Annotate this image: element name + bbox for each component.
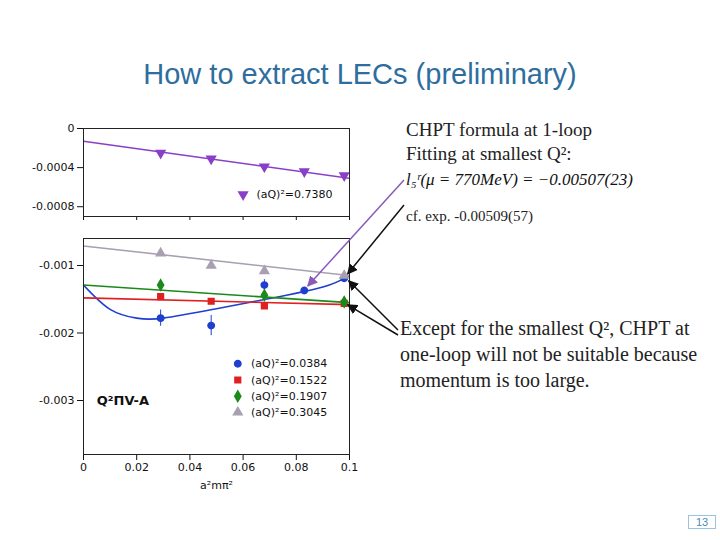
html-text:cf. exp. -0.00509(57): cf. exp. -0.00509(57): [406, 208, 533, 224]
svg-text:0.1: 0.1: [341, 461, 359, 474]
svg-text:-0.0008: -0.0008: [32, 200, 74, 213]
html-text:13: 13: [695, 516, 709, 528]
html-text:How to extract LECs (prelimina: How to extract LECs (preliminary): [143, 58, 577, 90]
svg-text:0.04: 0.04: [178, 461, 203, 474]
svg-text:(aQ)²=0.1522: (aQ)²=0.1522: [251, 374, 327, 387]
svg-text:-0.001: -0.001: [39, 259, 74, 272]
html-text:Except for the smallest Q², CH: Except for the smallest Q², CHPT at one-…: [400, 317, 698, 391]
svg-text:a²mπ²: a²mπ²: [200, 479, 233, 492]
svg-text:0: 0: [68, 122, 75, 135]
svg-text:0.06: 0.06: [231, 461, 256, 474]
svg-text:(aQ)²=0.7380: (aQ)²=0.7380: [256, 188, 332, 201]
svg-text:-0.003: -0.003: [39, 394, 74, 407]
svg-text:-0.002: -0.002: [39, 327, 74, 340]
svg-text:0.08: 0.08: [284, 461, 309, 474]
svg-text:Q²ΠV-A: Q²ΠV-A: [97, 393, 149, 408]
html-text:Fitting at smallest Q²:: Fitting at smallest Q²:: [406, 143, 572, 164]
html-text:CHPT formula at 1-loop: CHPT formula at 1-loop: [406, 119, 592, 140]
svg-text:-0.0004: -0.0004: [32, 161, 74, 174]
svg-text:0.02: 0.02: [124, 461, 149, 474]
svg-text:(aQ)²=0.1907: (aQ)²=0.1907: [251, 390, 327, 403]
svg-text:0: 0: [80, 461, 87, 474]
svg-text:(aQ)²=0.3045: (aQ)²=0.3045: [251, 406, 327, 419]
html-text:l₅ʳ(μ = 770MeV) = −0.00507(23): l₅ʳ(μ = 770MeV) = −0.00507(23): [406, 170, 633, 189]
svg-text:(aQ)²=0.0384: (aQ)²=0.0384: [251, 357, 327, 370]
